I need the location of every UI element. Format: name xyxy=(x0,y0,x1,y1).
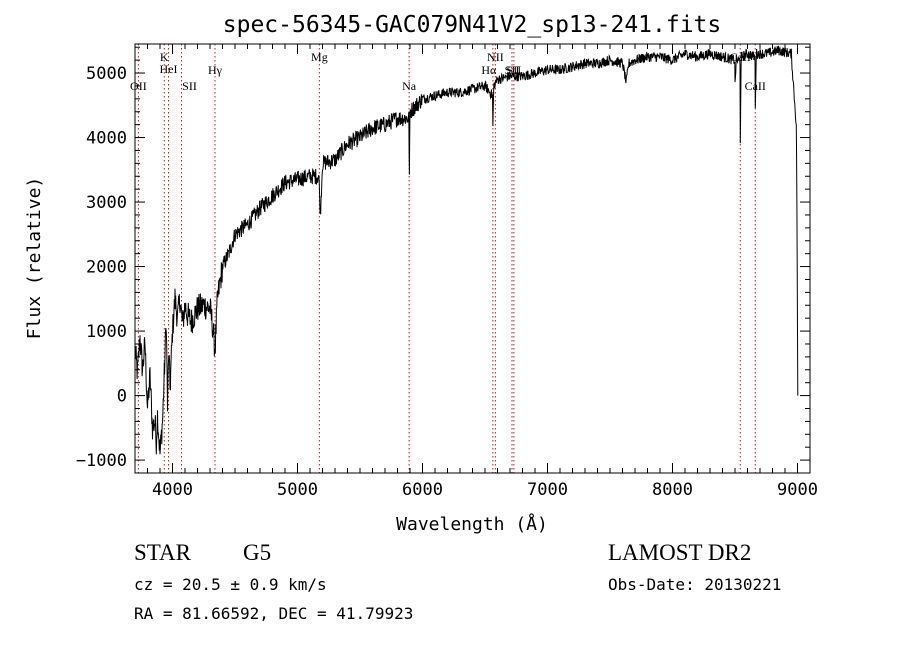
x-tick-label-5: 9000 xyxy=(777,480,818,500)
y-tick-label-2: 1000 xyxy=(86,322,127,342)
reference-line-label-1: K xyxy=(160,50,169,64)
spectrum-line xyxy=(134,45,799,455)
reference-line-label-4: Hγ xyxy=(208,63,223,77)
survey-name: LAMOST DR2 xyxy=(608,540,752,565)
reference-line-label-5: Mg xyxy=(311,50,328,64)
y-tick-label-1: 0 xyxy=(117,387,127,407)
x-axis-label: Wavelength (Å) xyxy=(396,513,548,535)
plot-frame xyxy=(134,43,811,474)
x-tick-label-4: 8000 xyxy=(652,480,693,500)
object-class: STAR xyxy=(134,540,191,565)
x-axis-ticks: 4000 5000 6000 7000 8000 9000 xyxy=(147,44,818,500)
y-tick-label-6: 5000 xyxy=(86,64,127,84)
x-tick-label-2: 6000 xyxy=(402,480,443,500)
x-tick-label-1: 5000 xyxy=(277,480,318,500)
y-tick-label-4: 3000 xyxy=(86,193,127,213)
x-tick-label-0: 4000 xyxy=(152,480,193,500)
spectrum-group xyxy=(134,45,799,455)
y-tick-label-0: −1000 xyxy=(76,451,127,471)
object-subclass: G5 xyxy=(243,540,272,565)
y-axis-ticks: −1000 0 1000 2000 3000 4000 5000 xyxy=(76,46,810,471)
redshift-value: cz = 20.5 ± 0.9 km/s xyxy=(134,575,327,594)
reference-line-label-3: SII xyxy=(182,79,197,93)
chart-title: spec-56345-GAC079N41V2_sp13-241.fits xyxy=(223,12,722,38)
x-tick-label-3: 7000 xyxy=(527,480,568,500)
reference-line-label-6: Na xyxy=(402,79,417,93)
y-axis-label: Flux (relative) xyxy=(24,177,45,340)
observation-date: Obs-Date: 20130221 xyxy=(608,575,782,594)
y-tick-label-3: 2000 xyxy=(86,258,127,278)
reference-line-label-8: Hα xyxy=(481,63,497,77)
sky-coordinates: RA = 81.66592, DEC = 41.79923 xyxy=(134,604,414,623)
y-tick-label-5: 4000 xyxy=(86,129,127,149)
reference-line-label-7: NII xyxy=(487,50,504,64)
reference-line-label-2: HeI xyxy=(160,62,178,76)
